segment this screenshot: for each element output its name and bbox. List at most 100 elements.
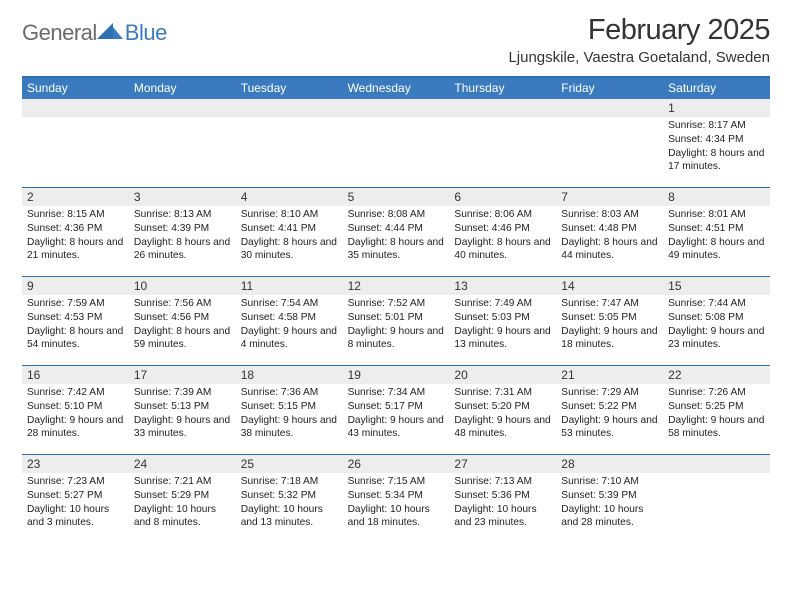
- dow-monday: Monday: [129, 78, 236, 99]
- sunrise-text: Sunrise: 8:03 AM: [561, 208, 658, 222]
- day-number: 21: [556, 366, 663, 384]
- sunset-text: Sunset: 4:53 PM: [27, 311, 124, 325]
- sunset-text: Sunset: 4:58 PM: [241, 311, 338, 325]
- day-cell: 5Sunrise: 8:08 AMSunset: 4:44 PMDaylight…: [343, 188, 450, 276]
- sunset-text: Sunset: 5:32 PM: [241, 489, 338, 503]
- day-body: Sunrise: 8:17 AMSunset: 4:34 PMDaylight:…: [663, 117, 770, 178]
- sunset-text: Sunset: 4:39 PM: [134, 222, 231, 236]
- day-number: 7: [556, 188, 663, 206]
- logo-text-blue: Blue: [125, 20, 167, 46]
- sunrise-text: Sunrise: 8:13 AM: [134, 208, 231, 222]
- day-cell: 27Sunrise: 7:13 AMSunset: 5:36 PMDayligh…: [449, 455, 556, 543]
- day-cell: 12Sunrise: 7:52 AMSunset: 5:01 PMDayligh…: [343, 277, 450, 365]
- sunset-text: Sunset: 5:36 PM: [454, 489, 551, 503]
- day-number: 27: [449, 455, 556, 473]
- day-body: Sunrise: 7:13 AMSunset: 5:36 PMDaylight:…: [449, 473, 556, 534]
- daylight-text: Daylight: 10 hours and 18 minutes.: [348, 503, 445, 531]
- dow-friday: Friday: [556, 78, 663, 99]
- sunrise-text: Sunrise: 7:49 AM: [454, 297, 551, 311]
- sunrise-text: Sunrise: 7:44 AM: [668, 297, 765, 311]
- day-cell: [129, 99, 236, 187]
- day-body: [449, 117, 556, 123]
- day-body: Sunrise: 7:29 AMSunset: 5:22 PMDaylight:…: [556, 384, 663, 445]
- day-cell: 22Sunrise: 7:26 AMSunset: 5:25 PMDayligh…: [663, 366, 770, 454]
- day-number: 4: [236, 188, 343, 206]
- day-body: Sunrise: 8:03 AMSunset: 4:48 PMDaylight:…: [556, 206, 663, 267]
- day-body: Sunrise: 7:44 AMSunset: 5:08 PMDaylight:…: [663, 295, 770, 356]
- day-of-week-row: Sunday Monday Tuesday Wednesday Thursday…: [22, 78, 770, 99]
- dow-saturday: Saturday: [663, 78, 770, 99]
- sunrise-text: Sunrise: 7:47 AM: [561, 297, 658, 311]
- daylight-text: Daylight: 8 hours and 54 minutes.: [27, 325, 124, 353]
- daylight-text: Daylight: 9 hours and 58 minutes.: [668, 414, 765, 442]
- logo: General Blue: [22, 14, 167, 46]
- daylight-text: Daylight: 10 hours and 13 minutes.: [241, 503, 338, 531]
- day-body: Sunrise: 8:10 AMSunset: 4:41 PMDaylight:…: [236, 206, 343, 267]
- daylight-text: Daylight: 10 hours and 23 minutes.: [454, 503, 551, 531]
- daylight-text: Daylight: 8 hours and 35 minutes.: [348, 236, 445, 264]
- daylight-text: Daylight: 8 hours and 44 minutes.: [561, 236, 658, 264]
- day-number: 20: [449, 366, 556, 384]
- week-row: 9Sunrise: 7:59 AMSunset: 4:53 PMDaylight…: [22, 276, 770, 365]
- daylight-text: Daylight: 9 hours and 43 minutes.: [348, 414, 445, 442]
- day-cell: 2Sunrise: 8:15 AMSunset: 4:36 PMDaylight…: [22, 188, 129, 276]
- day-number: 9: [22, 277, 129, 295]
- sunset-text: Sunset: 4:46 PM: [454, 222, 551, 236]
- day-cell: 16Sunrise: 7:42 AMSunset: 5:10 PMDayligh…: [22, 366, 129, 454]
- day-cell: [449, 99, 556, 187]
- daylight-text: Daylight: 8 hours and 26 minutes.: [134, 236, 231, 264]
- day-cell: [236, 99, 343, 187]
- location-text: Ljungskile, Vaestra Goetaland, Sweden: [508, 49, 770, 66]
- sunset-text: Sunset: 4:44 PM: [348, 222, 445, 236]
- day-body: Sunrise: 7:52 AMSunset: 5:01 PMDaylight:…: [343, 295, 450, 356]
- header: General Blue February 2025 Ljungskile, V…: [22, 14, 770, 66]
- day-number: 5: [343, 188, 450, 206]
- daylight-text: Daylight: 8 hours and 17 minutes.: [668, 147, 765, 175]
- day-cell: [663, 455, 770, 543]
- day-cell: 21Sunrise: 7:29 AMSunset: 5:22 PMDayligh…: [556, 366, 663, 454]
- day-body: Sunrise: 7:10 AMSunset: 5:39 PMDaylight:…: [556, 473, 663, 534]
- week-row: 2Sunrise: 8:15 AMSunset: 4:36 PMDaylight…: [22, 187, 770, 276]
- day-cell: 11Sunrise: 7:54 AMSunset: 4:58 PMDayligh…: [236, 277, 343, 365]
- day-body: Sunrise: 7:47 AMSunset: 5:05 PMDaylight:…: [556, 295, 663, 356]
- day-number: 26: [343, 455, 450, 473]
- day-cell: 1Sunrise: 8:17 AMSunset: 4:34 PMDaylight…: [663, 99, 770, 187]
- day-number: 22: [663, 366, 770, 384]
- daylight-text: Daylight: 9 hours and 13 minutes.: [454, 325, 551, 353]
- sunset-text: Sunset: 4:48 PM: [561, 222, 658, 236]
- week-row: 23Sunrise: 7:23 AMSunset: 5:27 PMDayligh…: [22, 454, 770, 543]
- sunrise-text: Sunrise: 7:31 AM: [454, 386, 551, 400]
- day-number: 15: [663, 277, 770, 295]
- sunset-text: Sunset: 5:27 PM: [27, 489, 124, 503]
- sunset-text: Sunset: 4:36 PM: [27, 222, 124, 236]
- day-body: Sunrise: 7:42 AMSunset: 5:10 PMDaylight:…: [22, 384, 129, 445]
- sunrise-text: Sunrise: 8:15 AM: [27, 208, 124, 222]
- sunrise-text: Sunrise: 8:01 AM: [668, 208, 765, 222]
- day-number: [236, 99, 343, 117]
- daylight-text: Daylight: 8 hours and 40 minutes.: [454, 236, 551, 264]
- logo-triangle-icon: [97, 21, 123, 41]
- day-cell: 7Sunrise: 8:03 AMSunset: 4:48 PMDaylight…: [556, 188, 663, 276]
- daylight-text: Daylight: 10 hours and 3 minutes.: [27, 503, 124, 531]
- day-number: [556, 99, 663, 117]
- day-cell: 23Sunrise: 7:23 AMSunset: 5:27 PMDayligh…: [22, 455, 129, 543]
- sunrise-text: Sunrise: 7:23 AM: [27, 475, 124, 489]
- day-number: 23: [22, 455, 129, 473]
- sunrise-text: Sunrise: 8:10 AM: [241, 208, 338, 222]
- dow-sunday: Sunday: [22, 78, 129, 99]
- day-cell: 13Sunrise: 7:49 AMSunset: 5:03 PMDayligh…: [449, 277, 556, 365]
- day-cell: 6Sunrise: 8:06 AMSunset: 4:46 PMDaylight…: [449, 188, 556, 276]
- sunset-text: Sunset: 4:56 PM: [134, 311, 231, 325]
- day-body: Sunrise: 7:23 AMSunset: 5:27 PMDaylight:…: [22, 473, 129, 534]
- sunrise-text: Sunrise: 7:21 AM: [134, 475, 231, 489]
- sunset-text: Sunset: 5:10 PM: [27, 400, 124, 414]
- day-cell: 15Sunrise: 7:44 AMSunset: 5:08 PMDayligh…: [663, 277, 770, 365]
- day-cell: 3Sunrise: 8:13 AMSunset: 4:39 PMDaylight…: [129, 188, 236, 276]
- day-cell: [22, 99, 129, 187]
- day-cell: [556, 99, 663, 187]
- day-number: 6: [449, 188, 556, 206]
- day-body: Sunrise: 8:08 AMSunset: 4:44 PMDaylight:…: [343, 206, 450, 267]
- day-cell: 17Sunrise: 7:39 AMSunset: 5:13 PMDayligh…: [129, 366, 236, 454]
- sunset-text: Sunset: 5:05 PM: [561, 311, 658, 325]
- sunrise-text: Sunrise: 7:15 AM: [348, 475, 445, 489]
